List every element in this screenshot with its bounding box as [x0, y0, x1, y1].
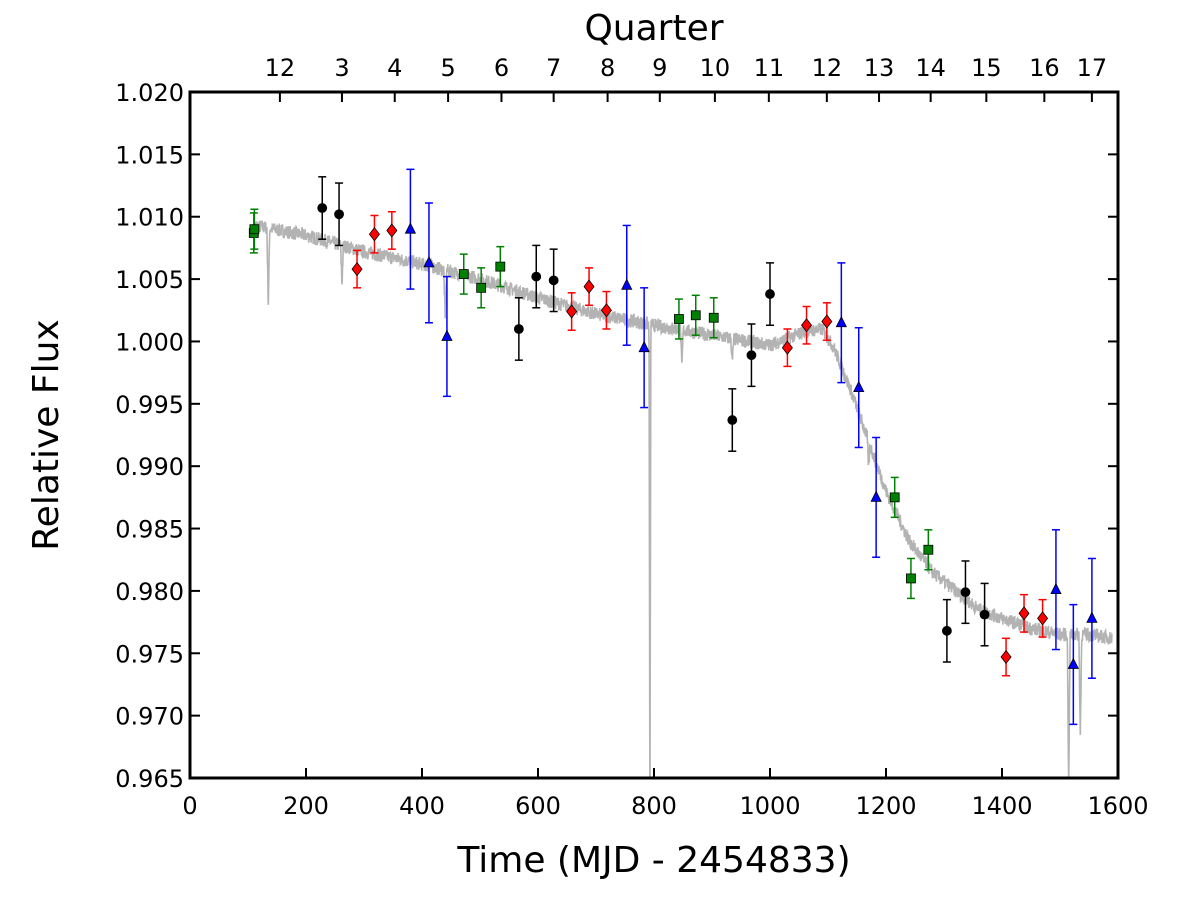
quarter-label: 7 [546, 54, 561, 82]
circle-point [960, 587, 971, 598]
triangle-point [621, 278, 633, 290]
y-tick-label: 0.990 [115, 453, 184, 481]
diamond-point [1000, 649, 1012, 665]
quarter-axis: 12 3 4 5 6 7 8 9 10 11 12 13 14 15 16 17 [265, 54, 1108, 102]
y-tick-label: 0.970 [115, 703, 184, 731]
circle-point [334, 209, 344, 220]
quarter-label: 13 [864, 54, 895, 82]
circle-point [727, 415, 738, 425]
y-tick-label: 0.985 [115, 516, 184, 544]
diamond-point [1037, 611, 1049, 626]
y-axis-title: Relative Flux [26, 319, 67, 550]
circle-point [548, 275, 559, 286]
quarter-label: 17 [1077, 54, 1108, 82]
triangle-point [1050, 582, 1062, 595]
axis-ticks: 0 200 400 600 800 1000 1200 1400 1600 0.965 0.970 0… [115, 79, 1148, 820]
x-tick-label: 200 [283, 792, 329, 820]
x-axis-title: Time (MJD - 2454833) [456, 840, 850, 881]
data-markers [248, 168, 1098, 726]
diamond-point [386, 223, 398, 238]
quarter-label: 5 [440, 54, 455, 82]
x-tick-label: 400 [399, 792, 445, 820]
x-tick-label: 1600 [1087, 792, 1148, 820]
triangle-point [441, 329, 453, 341]
triangle-point [423, 255, 435, 268]
triangle-point [835, 315, 847, 328]
square-point [476, 282, 487, 293]
square-point [889, 492, 900, 503]
x-tick-label: 0 [182, 792, 197, 820]
square-point [495, 261, 506, 272]
plot-area [248, 168, 1113, 778]
quarter-label: 6 [494, 54, 509, 82]
diamond-point [583, 279, 595, 294]
chart-title: Quarter [584, 8, 723, 49]
square-point [458, 269, 469, 280]
quarter-label: 16 [1029, 54, 1060, 82]
triangle-point [1067, 657, 1079, 669]
quarter-label: 4 [387, 54, 402, 82]
plot-frame [188, 90, 1120, 780]
x-tick-label: 600 [515, 792, 561, 820]
grey-light-curve [253, 219, 1113, 778]
quarter-label: 15 [971, 54, 1002, 82]
diamond-point [600, 303, 612, 318]
circle-point [765, 289, 775, 299]
square-point [708, 312, 719, 323]
circle-point [979, 609, 990, 620]
x-tick-label: 1400 [971, 792, 1032, 820]
triangle-point [1086, 611, 1098, 623]
y-tick-label: 1.005 [115, 266, 184, 294]
circle-point [942, 625, 952, 636]
y-tick-label: 0.975 [115, 640, 184, 668]
quarter-label: 8 [600, 54, 615, 82]
y-tick-label: 1.000 [115, 328, 184, 356]
quarter-label: 3 [334, 54, 349, 82]
quarter-label: 9 [652, 54, 667, 82]
square-point [690, 310, 701, 321]
diamond-point [566, 304, 578, 319]
circle-point [317, 203, 328, 213]
circle-point [746, 350, 757, 361]
diamond-point [821, 314, 833, 329]
y-tick-label: 1.015 [115, 141, 184, 169]
triangle-point [638, 340, 650, 353]
y-tick-label: 0.980 [115, 578, 184, 606]
triangle-point [404, 222, 417, 234]
diamond-point [1018, 606, 1030, 621]
diamond-point [801, 318, 813, 333]
quarter-label: 12 [812, 54, 843, 82]
circle-point [513, 324, 524, 334]
triangle-point [853, 380, 865, 393]
y-tick-label: 0.995 [115, 391, 184, 419]
triangle-point [870, 490, 882, 502]
circle-point [531, 271, 542, 282]
y-tick-label: 1.020 [115, 79, 184, 107]
diamond-point [781, 340, 793, 355]
x-tick-label: 1200 [855, 792, 916, 820]
y-tick-label: 1.010 [115, 204, 184, 232]
diamond-point [368, 227, 380, 242]
square-point [923, 544, 934, 555]
quarter-label: 14 [915, 54, 946, 82]
diamond-point [351, 261, 363, 277]
quarter-label: 12 [265, 54, 296, 82]
square-point [906, 573, 916, 584]
x-tick-label: 1000 [739, 792, 800, 820]
y-tick-label: 0.965 [115, 765, 184, 793]
x-tick-label: 800 [631, 792, 677, 820]
square-point [249, 224, 260, 235]
quarter-label: 11 [754, 54, 785, 82]
quarter-label: 10 [700, 54, 731, 82]
square-point [674, 314, 684, 324]
